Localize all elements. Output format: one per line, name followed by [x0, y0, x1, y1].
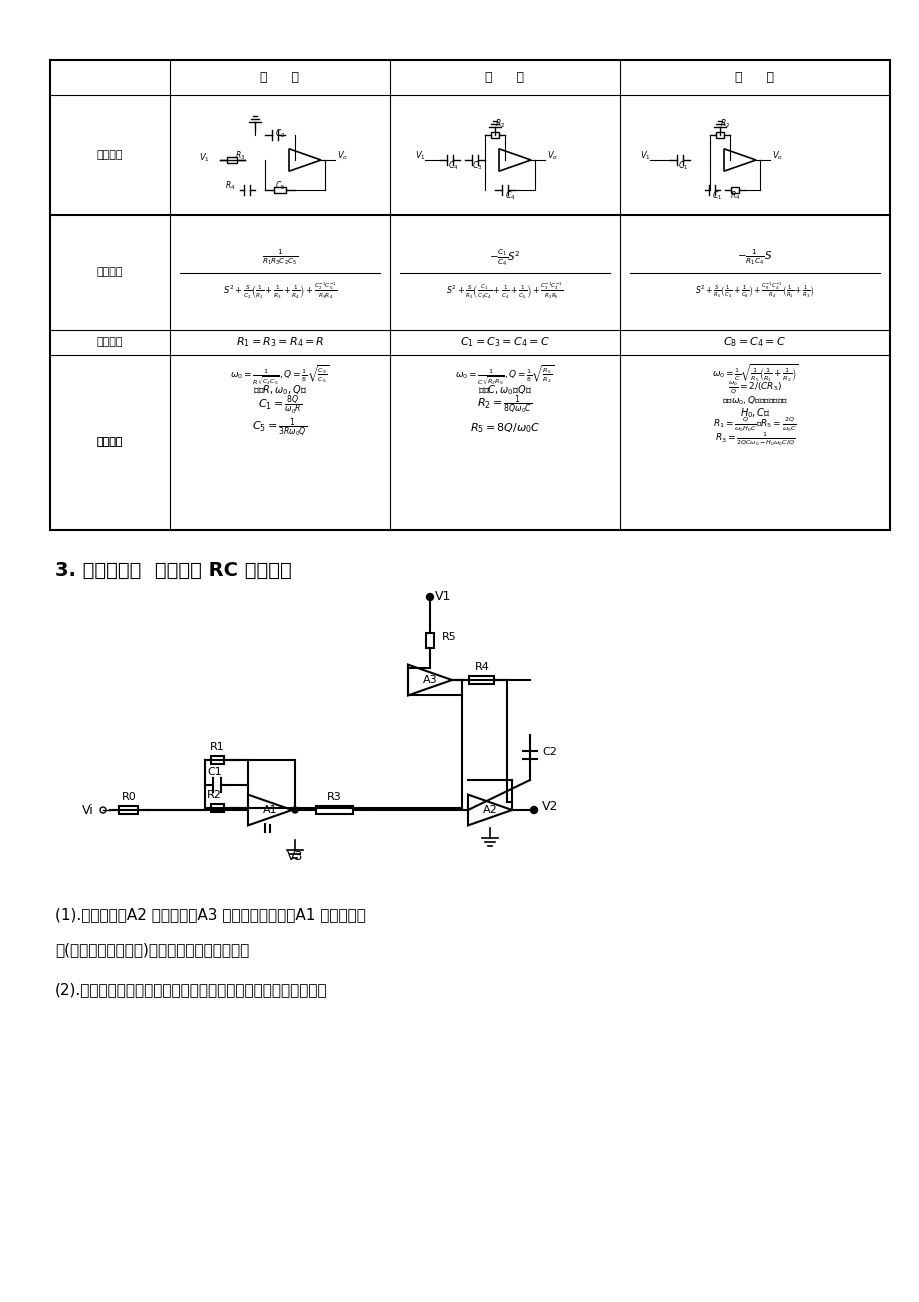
Text: R0: R0 [121, 792, 136, 802]
Text: R5: R5 [441, 631, 456, 642]
Bar [731, 187, 738, 193]
Text: R2: R2 [207, 790, 221, 799]
Text: $C_2$: $C_2$ [275, 128, 285, 141]
Text: $C_1$: $C_1$ [711, 189, 721, 202]
Bar [425, 633, 434, 647]
Text: $C_5$: $C_5$ [275, 178, 285, 191]
Text: V3: V3 [287, 850, 303, 863]
Bar [211, 756, 223, 764]
Text: 低      通: 低 通 [260, 72, 300, 85]
Text: 给定$C,\omega_0$及$Q$及: 给定$C,\omega_0$及$Q$及 [477, 383, 531, 397]
Text: V2: V2 [541, 799, 558, 812]
Text: $R_3=\frac{1}{2QC\omega_0-H_0\omega_0 C/Q}$: $R_3=\frac{1}{2QC\omega_0-H_0\omega_0 C/… [714, 430, 794, 448]
Text: 给定$\omega_0,Q$及中心频率增益: 给定$\omega_0,Q$及中心频率增益 [721, 395, 788, 408]
Text: $\omega_0=\frac{1}{C}\sqrt{\frac{1}{R_5}\left(\frac{1}{R_1}+\frac{1}{R_2}\right): $\omega_0=\frac{1}{C}\sqrt{\frac{1}{R_5}… [711, 362, 798, 384]
Text: $V_o$: $V_o$ [547, 148, 558, 161]
Text: $R_2$: $R_2$ [494, 118, 505, 130]
Text: V1: V1 [435, 590, 451, 603]
Text: C1: C1 [207, 767, 221, 777]
Text: $C_5=\frac{1}{3R\omega_0 Q}$: $C_5=\frac{1}{3R\omega_0 Q}$ [252, 417, 307, 439]
Text: $R_1=\frac{Q}{\omega_0 H_0 C}$，$R_5=\frac{2Q}{\omega_0 C}$: $R_1=\frac{Q}{\omega_0 H_0 C}$，$R_5=\fra… [712, 415, 796, 434]
Text: 高      通: 高 通 [485, 72, 524, 85]
Bar [315, 806, 353, 814]
Text: 设计公式: 设计公式 [96, 437, 123, 448]
Text: $H_0,C$则: $H_0,C$则 [739, 406, 769, 421]
Text: $C_4$: $C_4$ [448, 159, 458, 172]
Text: R4: R4 [474, 661, 489, 672]
Text: $S^2+\frac{S}{R_5}\left(\frac{1}{C_4}+\frac{1}{C_8}\right)+\frac{C_8^{-1}C_4^{-1: $S^2+\frac{S}{R_5}\left(\frac{1}{C_4}+\f… [695, 280, 814, 301]
Text: R3: R3 [327, 792, 342, 802]
Text: $C_1$: $C_1$ [677, 159, 687, 172]
Text: A3: A3 [422, 674, 437, 685]
Text: $C_8=C_4=C$: $C_8=C_4=C$ [722, 336, 786, 349]
Text: $V_o$: $V_o$ [771, 148, 782, 161]
Bar [491, 132, 498, 138]
Text: $R_4$: $R_4$ [729, 189, 740, 202]
Text: $V_1$: $V_1$ [199, 152, 210, 164]
Text: $-\frac{C_1}{C_4}S^2$: $-\frac{C_1}{C_4}S^2$ [489, 247, 520, 268]
Circle shape [291, 807, 298, 812]
Text: A2: A2 [482, 805, 497, 815]
Text: 带      通: 带 通 [734, 72, 774, 85]
Text: $\omega_0=\frac{1}{C\sqrt{R_2R_5}},Q=\frac{1}{8}\sqrt{\frac{R_5}{R_2}}$: $\omega_0=\frac{1}{C\sqrt{R_2R_5}},Q=\fr… [455, 363, 554, 387]
Text: $C_4$: $C_4$ [505, 189, 515, 202]
Text: R1: R1 [210, 742, 224, 753]
Text: $\omega_0=\frac{1}{R\sqrt{C_2C_5}},Q=\frac{1}{8}\sqrt{\frac{C_9}{C_5}}$: $\omega_0=\frac{1}{R\sqrt{C_2C_5}},Q=\fr… [230, 363, 329, 387]
Text: $S^2+\frac{S}{R_3}\left(\frac{C_1}{C_3C_4}+\frac{1}{C_4}+\frac{1}{C_5}\right)+\f: $S^2+\frac{S}{R_3}\left(\frac{C_1}{C_3C_… [446, 280, 563, 301]
Text: A1: A1 [263, 805, 277, 815]
Text: $C_1=\frac{8Q}{\omega_0 R}$: $C_1=\frac{8Q}{\omega_0 R}$ [257, 393, 301, 417]
Text: $C_1=C_3=C_4=C$: $C_1=C_3=C_4=C$ [460, 336, 550, 349]
Text: $-\frac{1}{R_1C_4}S$: $-\frac{1}{R_1C_4}S$ [736, 247, 772, 267]
Text: $V_o$: $V_o$ [336, 148, 347, 161]
Text: $R_2=\frac{1}{8Q\omega_0 C}$: $R_2=\frac{1}{8Q\omega_0 C}$ [477, 393, 532, 417]
Circle shape [426, 594, 433, 600]
Text: $S^2+\frac{S}{C_2}\left(\frac{1}{R_1}+\frac{1}{R_3}+\frac{1}{R_4}\right)+\frac{C: $S^2+\frac{S}{C_2}\left(\frac{1}{R_1}+\f… [222, 280, 337, 301]
Text: $R_5=8Q/\omega_0 C$: $R_5=8Q/\omega_0 C$ [470, 421, 539, 435]
Text: $\frac{\omega_0}{Q}=2/(CR_5)$: $\frac{\omega_0}{Q}=2/(CR_5)$ [727, 380, 781, 396]
Text: $C_3$: $C_3$ [471, 159, 482, 172]
Text: 3. 双二阶环形  二阶有源 RC 滤波电路: 3. 双二阶环形 二阶有源 RC 滤波电路 [55, 560, 291, 579]
Text: 设计公式: 设计公式 [96, 437, 123, 448]
Text: (2).突出的优点：电路灵敏度低，因此特性非常稳定，并可实现多: (2).突出的优点：电路灵敏度低，因此特性非常稳定，并可实现多 [55, 983, 327, 997]
Bar [274, 187, 286, 193]
Bar [211, 805, 223, 812]
Text: Vi: Vi [82, 803, 94, 816]
Text: $R_1=R_3=R_4=R$: $R_1=R_3=R_4=R$ [235, 336, 323, 349]
Text: 电路结构: 电路结构 [96, 150, 123, 160]
Text: $R_2$: $R_2$ [720, 118, 730, 130]
Text: $R_4$: $R_4$ [224, 178, 235, 191]
Bar [119, 806, 139, 814]
Text: C2: C2 [541, 747, 556, 756]
Text: $\frac{1}{R_1R_3C_2C_5}$: $\frac{1}{R_1R_3C_2C_5}$ [262, 247, 298, 267]
Text: 转移函数: 转移函数 [96, 267, 123, 277]
Text: $V_1$: $V_1$ [640, 148, 650, 161]
Text: 设计条件: 设计条件 [96, 337, 123, 348]
Bar [469, 676, 494, 684]
Bar [715, 132, 723, 138]
Text: $V_1$: $V_1$ [414, 148, 425, 161]
Text: 器(加法比例积分环节)，加入适当的反馈构成。: 器(加法比例积分环节)，加入适当的反馈构成。 [55, 943, 249, 957]
Text: (1).电路构成：A2 为积分器，A3 为反相比例放大，A1 加法器积分: (1).电路构成：A2 为积分器，A3 为反相比例放大，A1 加法器积分 [55, 907, 366, 923]
Text: 给定$R,\omega_0,Q$及: 给定$R,\omega_0,Q$及 [253, 383, 307, 397]
Bar [227, 158, 237, 163]
Circle shape [530, 806, 537, 814]
Text: $R_3$: $R_3$ [234, 148, 244, 161]
